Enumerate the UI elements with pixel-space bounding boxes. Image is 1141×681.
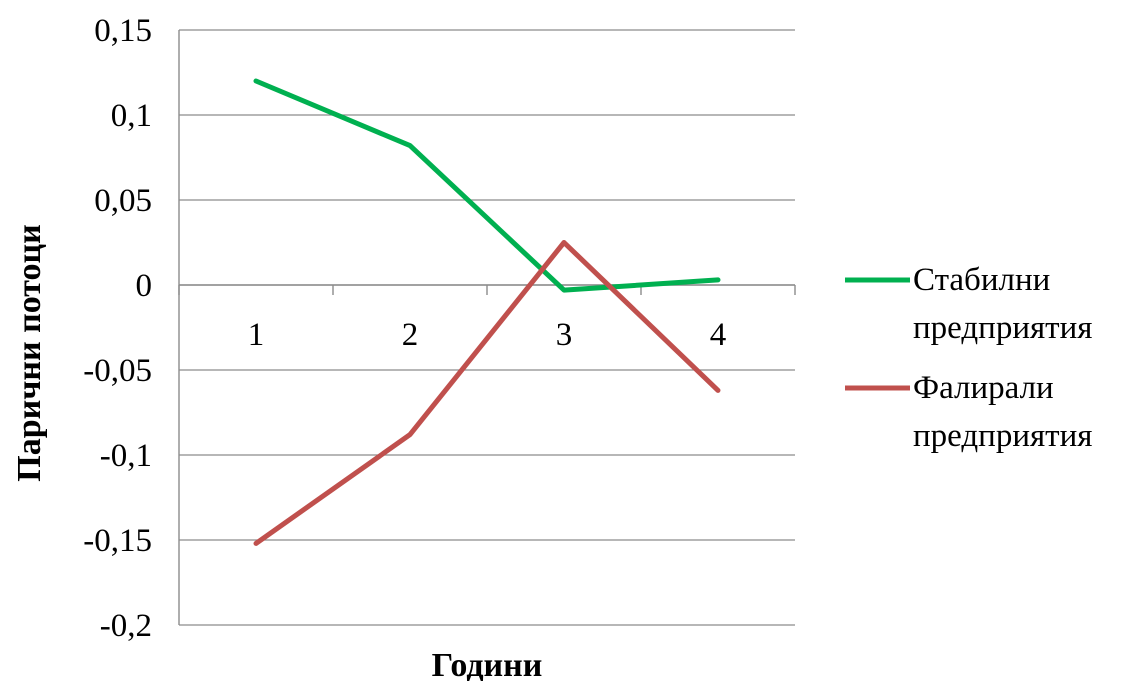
legend-label-line: предприятия (913, 310, 1092, 346)
axes (178, 30, 796, 625)
y-tick-label: 0,15 (94, 13, 152, 49)
x-tick-label: 2 (402, 317, 419, 353)
series-lines (253, 78, 721, 546)
series-line-1 (253, 240, 721, 546)
y-tick-label: -0,2 (100, 608, 152, 644)
x-tick-label: 4 (710, 317, 727, 353)
x-tick-label: 1 (248, 317, 265, 353)
y-tick-label: -0,1 (100, 438, 152, 474)
legend-label-line: Стабилни (913, 262, 1050, 298)
x-tick-labels: 1 2 3 4 (248, 317, 727, 353)
y-tick-label: -0,05 (83, 353, 152, 389)
gridlines (179, 29, 795, 626)
legend-item: Фалирали предприятия (845, 370, 1092, 454)
legend-label-line: Фалирали (913, 370, 1054, 406)
y-tick-label: 0,1 (111, 98, 152, 134)
x-axis-title: Години (432, 647, 543, 681)
legend: Стабилни предприятия Фалирали предприятия (845, 262, 1092, 454)
legend-label: Стабилни предприятия (913, 262, 1092, 346)
y-tick-label: 0 (136, 268, 153, 304)
series-line-0 (253, 78, 721, 293)
x-tick-label: 3 (556, 317, 573, 353)
y-tick-label: -0,15 (83, 523, 152, 559)
y-tick-label: 0,05 (94, 183, 152, 219)
legend-label: Фалирали предприятия (913, 370, 1092, 454)
legend-label-line: предприятия (913, 418, 1092, 454)
y-axis-title: Парични потоци (11, 224, 48, 481)
y-tick-labels: 0,15 0,1 0,05 0 -0,05 -0,1 -0,15 -0,2 (83, 13, 152, 644)
legend-item: Стабилни предприятия (845, 262, 1092, 346)
